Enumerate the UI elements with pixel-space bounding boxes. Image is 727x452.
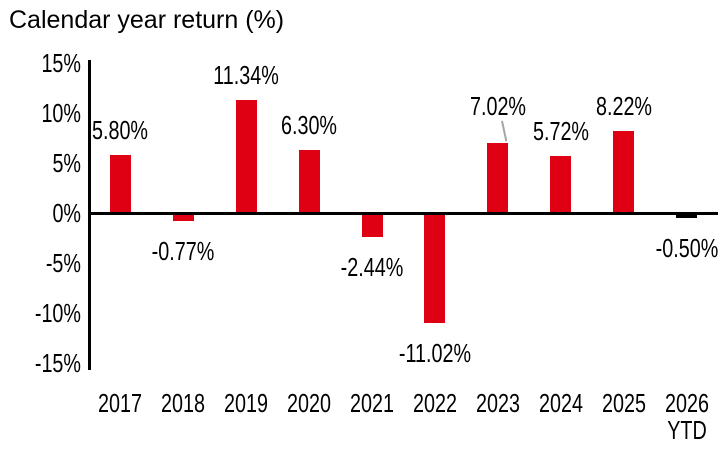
y-tick-label-5%: 5% (52, 148, 81, 178)
chart-title: Calendar year return (%) (9, 6, 285, 34)
x-tick-label-2018: 2018 (161, 388, 206, 418)
y-tick-label-10%: 10% (41, 98, 81, 128)
x-tick-label-2019: 2019 (224, 388, 269, 418)
y-tick-label--15%: -15% (34, 348, 81, 378)
value-label-2023: 7.02% (469, 90, 526, 121)
bar-2019 (235, 99, 257, 213)
x-tick-sublabel-YTD: YTD (666, 415, 707, 445)
x-tick-label-2022: 2022 (412, 388, 457, 418)
x-tick-label-2026: 2026 (664, 388, 709, 418)
bar-2017 (109, 155, 131, 213)
y-tick-label--5%: -5% (45, 248, 81, 278)
value-label-2017: 5.80% (92, 115, 149, 145)
value-label-2022: -11.02% (398, 338, 472, 369)
value-label-2025: 8.22% (595, 90, 652, 121)
value-label-2018: -0.77% (152, 235, 215, 266)
zero-axis-line (88, 211, 718, 215)
x-tick-label-2020: 2020 (287, 388, 332, 418)
bar-2026 (676, 213, 698, 218)
x-tick-label-2023: 2023 (475, 388, 520, 418)
y-tick-label--10%: -10% (34, 298, 81, 328)
leader-line (500, 120, 507, 141)
bar-2024 (550, 155, 572, 213)
x-tick-label-2017: 2017 (98, 388, 143, 418)
value-label-2026: -0.50% (655, 233, 718, 263)
bar-2022 (424, 213, 446, 324)
x-tick-label-2024: 2024 (538, 388, 583, 418)
x-tick-label-2025: 2025 (601, 388, 646, 418)
bar-2023 (487, 142, 509, 213)
y-axis-line (88, 60, 91, 370)
bar-2025 (613, 130, 635, 213)
y-tick-label-0%: 0% (52, 198, 81, 228)
value-label-2020: 6.30% (281, 110, 338, 140)
bar-2020 (298, 150, 320, 213)
y-tick-label-15%: 15% (41, 48, 81, 78)
bar-2021 (361, 213, 383, 238)
value-label-2024: 5.72% (532, 115, 589, 146)
value-label-2019: 11.34% (213, 59, 280, 90)
x-tick-label-2021: 2021 (350, 388, 395, 418)
value-label-2021: -2.44% (340, 252, 404, 283)
bar-2018 (172, 213, 194, 221)
